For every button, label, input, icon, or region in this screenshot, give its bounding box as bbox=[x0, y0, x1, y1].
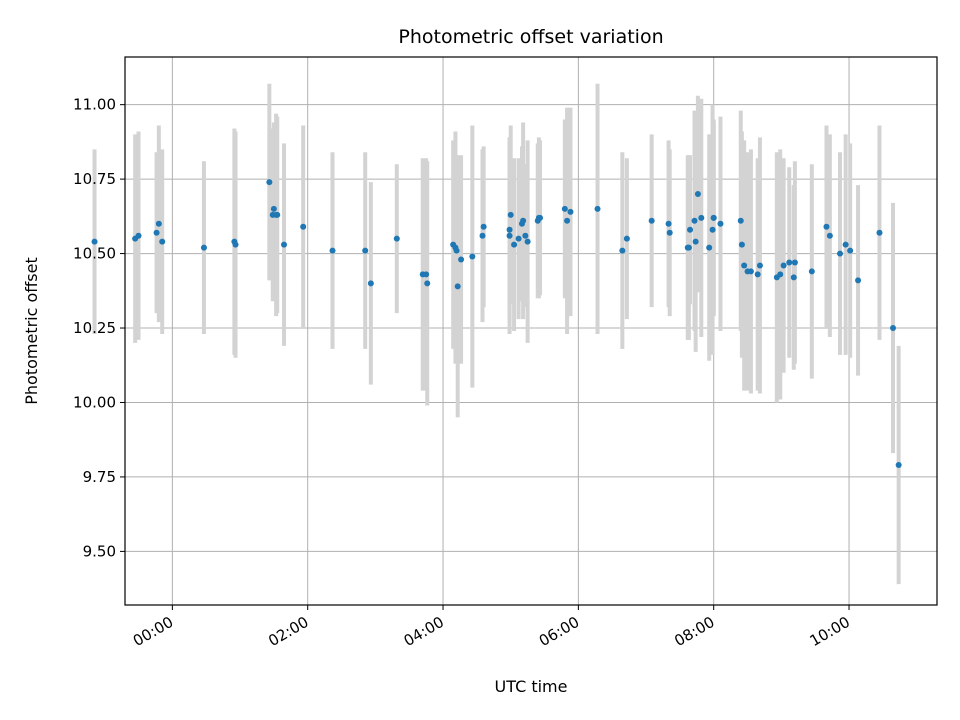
data-point bbox=[691, 217, 698, 224]
x-tick-label: 10:00 bbox=[807, 613, 853, 650]
data-point bbox=[786, 259, 793, 266]
data-point bbox=[362, 247, 369, 254]
data-point bbox=[855, 277, 862, 284]
data-point bbox=[890, 325, 897, 332]
data-point bbox=[837, 250, 844, 257]
data-point bbox=[756, 262, 763, 269]
grid-lines bbox=[125, 57, 937, 605]
data-point bbox=[780, 262, 787, 269]
data-point bbox=[685, 244, 692, 251]
data-point bbox=[709, 226, 716, 233]
y-tick-label: 10.75 bbox=[73, 170, 116, 188]
data-point bbox=[842, 241, 849, 248]
data-point bbox=[91, 238, 98, 245]
data-point bbox=[524, 238, 531, 245]
data-point bbox=[469, 253, 476, 260]
data-point bbox=[706, 244, 713, 251]
data-point bbox=[522, 232, 529, 239]
data-point bbox=[454, 283, 461, 290]
data-point bbox=[790, 274, 797, 281]
data-point bbox=[564, 217, 571, 224]
data-point bbox=[687, 226, 694, 233]
data-point bbox=[623, 235, 630, 242]
data-point bbox=[423, 271, 430, 278]
data-point bbox=[698, 214, 705, 221]
y-tick-label: 11.00 bbox=[73, 96, 116, 114]
data-point bbox=[826, 232, 833, 239]
data-point bbox=[823, 223, 830, 230]
data-point bbox=[300, 223, 307, 230]
x-tick-label: 04:00 bbox=[401, 613, 447, 650]
data-point bbox=[710, 214, 717, 221]
chart-title: Photometric offset variation bbox=[398, 26, 663, 48]
data-point bbox=[737, 217, 744, 224]
data-point bbox=[453, 247, 460, 254]
data-point bbox=[791, 259, 798, 266]
data-point bbox=[717, 220, 724, 227]
x-axis-label: UTC time bbox=[495, 677, 568, 696]
data-points bbox=[91, 179, 902, 469]
data-point bbox=[747, 268, 754, 275]
data-point bbox=[876, 229, 883, 236]
data-point bbox=[281, 241, 288, 248]
y-tick-label: 10.25 bbox=[73, 319, 116, 337]
data-point bbox=[458, 256, 465, 263]
data-point bbox=[155, 220, 162, 227]
error-bars bbox=[92, 83, 901, 585]
y-tick-label: 10.50 bbox=[73, 245, 116, 263]
data-point bbox=[135, 232, 142, 239]
data-point bbox=[507, 211, 514, 218]
data-point bbox=[480, 223, 487, 230]
data-point bbox=[367, 280, 374, 287]
data-point bbox=[754, 271, 761, 278]
x-tick-label: 02:00 bbox=[265, 613, 311, 650]
data-point bbox=[506, 232, 513, 239]
data-point bbox=[232, 241, 239, 248]
y-axis-label: Photometric offset bbox=[22, 257, 41, 405]
data-point bbox=[274, 211, 281, 218]
data-point bbox=[424, 280, 431, 287]
data-point bbox=[506, 226, 513, 233]
data-point bbox=[777, 271, 784, 278]
data-point bbox=[329, 247, 336, 254]
x-tick-label: 06:00 bbox=[536, 613, 582, 650]
y-tick-label: 9.50 bbox=[83, 542, 116, 560]
data-point bbox=[895, 462, 902, 469]
data-point bbox=[567, 208, 574, 215]
y-tick-label: 10.00 bbox=[73, 393, 116, 411]
data-point bbox=[153, 229, 160, 236]
data-point bbox=[648, 217, 655, 224]
data-point bbox=[200, 244, 207, 251]
data-point bbox=[270, 205, 277, 212]
data-point bbox=[738, 241, 745, 248]
y-tick-label: 9.75 bbox=[83, 468, 116, 486]
x-tick-label: 00:00 bbox=[130, 613, 176, 650]
data-point bbox=[520, 217, 527, 224]
data-point bbox=[666, 229, 673, 236]
data-point bbox=[537, 214, 544, 221]
data-point bbox=[479, 232, 486, 239]
data-point bbox=[619, 247, 626, 254]
data-point bbox=[665, 220, 672, 227]
data-point bbox=[694, 191, 701, 197]
data-point bbox=[741, 262, 748, 269]
x-tick-label: 08:00 bbox=[671, 613, 717, 650]
data-point bbox=[561, 205, 568, 212]
plot-area-frame bbox=[124, 56, 938, 606]
data-point bbox=[847, 247, 854, 254]
data-point bbox=[808, 268, 815, 275]
data-point bbox=[594, 205, 601, 212]
data-point bbox=[692, 238, 699, 245]
data-point bbox=[511, 241, 518, 248]
data-point bbox=[159, 238, 166, 245]
data-point bbox=[266, 179, 273, 186]
data-point bbox=[515, 235, 522, 242]
data-point bbox=[393, 235, 400, 242]
